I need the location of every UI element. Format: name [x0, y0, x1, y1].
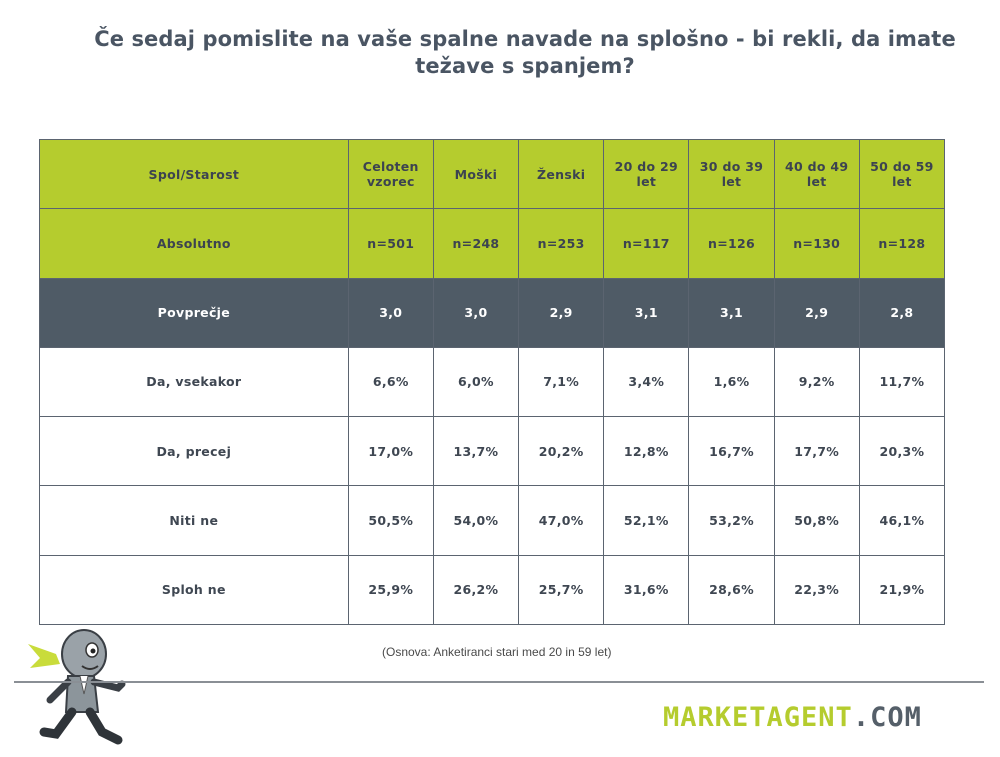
table-row: Povprečje 3,0 3,0 2,9 3,1 3,1 2,9 2,8 — [39, 277, 946, 348]
header-cell: Celoten vzorec — [347, 138, 434, 210]
table-cell: 25,9% — [347, 554, 434, 626]
table-cell: n=117 — [603, 208, 690, 279]
table-cell: n=253 — [518, 208, 605, 279]
table-cell: 2,9 — [518, 277, 605, 348]
table-cell: 16,7% — [688, 416, 775, 487]
table-cell: 13,7% — [432, 416, 520, 487]
table-cell: n=501 — [347, 208, 434, 279]
header-cell: 40 do 49 let — [773, 138, 860, 210]
table-cell: 2,8 — [858, 277, 946, 348]
table-cell: 3,4% — [603, 346, 690, 418]
header-cell: 50 do 59 let — [858, 138, 946, 210]
table-cell: n=130 — [773, 208, 860, 279]
logo-text-main: MARKETAGENT — [663, 702, 853, 733]
running-agent-mascot-icon — [28, 629, 126, 745]
row-label: Absolutno — [39, 208, 349, 279]
table-cell: 17,0% — [347, 416, 434, 487]
table-cell: n=128 — [858, 208, 946, 279]
table-cell: 22,3% — [773, 554, 860, 626]
table-row: Niti ne 50,5% 54,0% 47,0% 52,1% 53,2% 50… — [39, 485, 946, 556]
table-cell: 1,6% — [688, 346, 775, 418]
title-line-2: težave s spanjem? — [415, 54, 635, 78]
table-cell: 7,1% — [518, 346, 605, 418]
header-cell: 30 do 39 let — [688, 138, 775, 210]
table-cell: 31,6% — [603, 554, 690, 626]
table-cell: 25,7% — [518, 554, 605, 626]
table-cell: 28,6% — [688, 554, 775, 626]
row-label: Sploh ne — [39, 554, 349, 626]
table-cell: 3,1 — [688, 277, 775, 348]
header-cell: Spol/Starost — [39, 138, 349, 210]
row-label: Niti ne — [39, 485, 349, 556]
header-cell: 20 do 29 let — [603, 138, 690, 210]
table-cell: 6,6% — [347, 346, 434, 418]
header-cell: Ženski — [518, 138, 605, 210]
table-cell: 50,5% — [347, 485, 434, 556]
footer-divider — [14, 681, 984, 683]
row-label: Da, vsekakor — [39, 346, 349, 418]
row-label: Povprečje — [39, 277, 349, 348]
table-cell: 3,0 — [347, 277, 434, 348]
table-cell: 6,0% — [432, 346, 520, 418]
table-row: Da, precej 17,0% 13,7% 20,2% 12,8% 16,7%… — [39, 416, 946, 487]
base-footnote: (Osnova: Anketiranci stari med 20 in 59 … — [382, 645, 612, 659]
table-cell: 2,9 — [773, 277, 860, 348]
table-row: Sploh ne 25,9% 26,2% 25,7% 31,6% 28,6% 2… — [39, 554, 946, 626]
table-row: Da, vsekakor 6,6% 6,0% 7,1% 3,4% 1,6% 9,… — [39, 346, 946, 418]
table-cell: 21,9% — [858, 554, 946, 626]
table-cell: 52,1% — [603, 485, 690, 556]
table-cell: 9,2% — [773, 346, 860, 418]
logo-text-suffix: .COM — [852, 702, 922, 733]
table-cell: 17,7% — [773, 416, 860, 487]
table-cell: 11,7% — [858, 346, 946, 418]
survey-results-table: Spol/Starost Celoten vzorec Moški Ženski… — [39, 138, 946, 626]
table-cell: 3,0 — [432, 277, 520, 348]
table-cell: n=126 — [688, 208, 775, 279]
row-label: Da, precej — [39, 416, 349, 487]
table-cell: 12,8% — [603, 416, 690, 487]
title-line-1: Če sedaj pomislite na vaše spalne navade… — [94, 27, 956, 51]
table-cell: 20,3% — [858, 416, 946, 487]
table-cell: 47,0% — [518, 485, 605, 556]
table-cell: 20,2% — [518, 416, 605, 487]
table-cell: 26,2% — [432, 554, 520, 626]
table-cell: 3,1 — [603, 277, 690, 348]
table-cell: 46,1% — [858, 485, 946, 556]
header-cell: Moški — [432, 138, 520, 210]
table-cell: 53,2% — [688, 485, 775, 556]
table-cell: 50,8% — [773, 485, 860, 556]
marketagent-logo: MARKETAGENT.COM — [663, 700, 973, 736]
page-title: Če sedaj pomislite na vaše spalne navade… — [60, 26, 990, 80]
table-cell: 54,0% — [432, 485, 520, 556]
table-cell: n=248 — [432, 208, 520, 279]
table-row: Absolutno n=501 n=248 n=253 n=117 n=126 … — [39, 208, 946, 279]
header-row: Spol/Starost Celoten vzorec Moški Ženski… — [39, 138, 946, 210]
